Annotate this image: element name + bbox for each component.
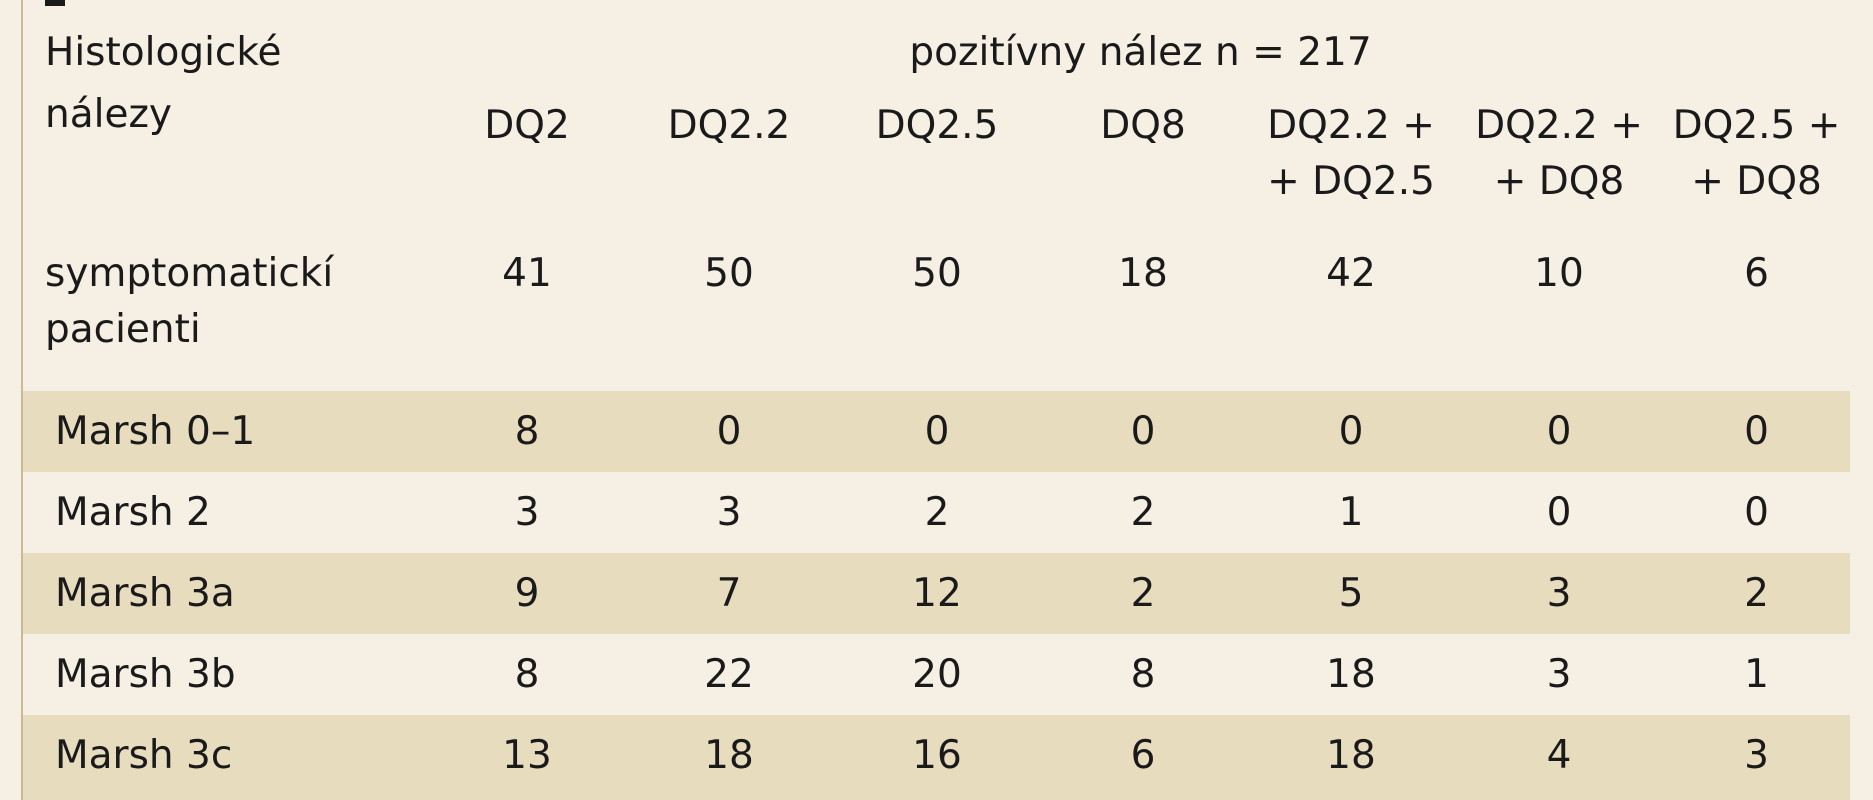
table-cell: 5 bbox=[1247, 553, 1455, 634]
summary-row: symptomatickí pacienti 41 50 50 18 42 10… bbox=[23, 228, 1850, 391]
table-row: Marsh 3c 13 18 16 6 18 4 3 bbox=[23, 715, 1851, 796]
column-header-dq2-2: DQ2.2 bbox=[623, 88, 835, 228]
row-label: Marsh 3c bbox=[23, 715, 431, 796]
column-header-line2: + DQ8 bbox=[1493, 159, 1625, 204]
histology-table: Histologické nálezy pozitívny nález n = … bbox=[23, 18, 1851, 796]
table-cell: 3 bbox=[716, 490, 742, 535]
row-label-header: Histologické nálezy bbox=[23, 18, 431, 228]
row-label: Marsh 2 bbox=[55, 490, 211, 535]
column-header-line1: DQ8 bbox=[1100, 103, 1186, 148]
table-cell: 0 bbox=[1663, 391, 1851, 472]
column-header-line1: DQ2 bbox=[484, 103, 570, 148]
table-cell: 4 bbox=[1455, 715, 1663, 796]
table-cell: 6 bbox=[1039, 715, 1247, 796]
table-cell: 13 bbox=[431, 715, 623, 796]
row-label-header-line2: nálezy bbox=[45, 92, 172, 137]
column-header-dq8: DQ8 bbox=[1039, 88, 1247, 228]
column-header-line1: DQ2.2 bbox=[667, 103, 791, 148]
table-cell: 0 bbox=[1744, 490, 1769, 535]
table-cell: 18 bbox=[623, 715, 835, 796]
row-label: Marsh 3a bbox=[23, 553, 431, 634]
summary-cell: 41 bbox=[502, 251, 552, 296]
summary-cell: 50 bbox=[912, 251, 962, 296]
table-cell: 18 bbox=[1247, 715, 1455, 796]
header-row-group: Histologické nálezy pozitívny nález n = … bbox=[23, 18, 1850, 137]
table-bottom-strip bbox=[23, 786, 1850, 800]
summary-cell: 6 bbox=[1744, 251, 1769, 296]
top-edge-mark bbox=[45, 0, 65, 6]
summary-label-line1: symptomatickí bbox=[45, 251, 334, 296]
column-header-dq2-2-dq2-5: DQ2.2 + + DQ2.5 bbox=[1247, 88, 1455, 228]
column-header-dq2-5: DQ2.5 bbox=[835, 88, 1039, 228]
table-cell: 3 bbox=[1546, 652, 1572, 697]
row-label: Marsh 0–1 bbox=[23, 391, 431, 472]
table-row: Marsh 2 3 3 2 2 1 0 0 bbox=[23, 472, 1850, 553]
table-row: Marsh 3b 8 22 20 8 18 3 1 bbox=[23, 634, 1850, 715]
table-cell: 1 bbox=[1338, 490, 1364, 535]
summary-cell: 10 bbox=[1534, 251, 1584, 296]
table-cell: 0 bbox=[1546, 490, 1572, 535]
table-cell: 0 bbox=[1455, 391, 1663, 472]
left-border-rule bbox=[21, 0, 23, 800]
table-cell: 1 bbox=[1744, 652, 1769, 697]
table-cell: 0 bbox=[623, 391, 835, 472]
table-cell: 3 bbox=[514, 490, 540, 535]
column-header-line1: DQ2.5 + bbox=[1672, 103, 1841, 148]
table-cell: 22 bbox=[704, 652, 754, 697]
row-label-header-line1: Histologické bbox=[45, 30, 282, 75]
summary-cell: 42 bbox=[1326, 251, 1376, 296]
table-cell: 8 bbox=[431, 391, 623, 472]
table-cell: 3 bbox=[1455, 553, 1663, 634]
table-cell: 0 bbox=[1039, 391, 1247, 472]
table-cell: 12 bbox=[835, 553, 1039, 634]
table-row: Marsh 0–1 8 0 0 0 0 0 0 bbox=[23, 391, 1851, 472]
column-header-dq2-2-dq8: DQ2.2 + + DQ8 bbox=[1455, 88, 1663, 228]
table-cell: 2 bbox=[1039, 553, 1247, 634]
group-title: pozitívny nález n = 217 bbox=[909, 30, 1372, 75]
column-header-line1: DQ2.2 + bbox=[1267, 103, 1435, 148]
column-header-line2: + DQ8 bbox=[1691, 159, 1822, 204]
header-row-columns: DQ2 DQ2.2 DQ2.5 DQ8 DQ2.2 + + DQ2.5 DQ2.… bbox=[23, 88, 1850, 228]
table-cell: 8 bbox=[1130, 652, 1156, 697]
table-row: Marsh 3a 9 7 12 2 5 3 2 bbox=[23, 553, 1851, 634]
table-cell: 7 bbox=[623, 553, 835, 634]
summary-row-label: symptomatickí pacienti bbox=[23, 228, 431, 391]
table-cell: 9 bbox=[431, 553, 623, 634]
table-cell: 2 bbox=[1130, 490, 1156, 535]
summary-cell: 18 bbox=[1118, 251, 1168, 296]
column-header-line1: DQ2.5 bbox=[875, 103, 999, 148]
column-header-line1: DQ2.2 + bbox=[1475, 103, 1643, 148]
table-cell: 3 bbox=[1663, 715, 1851, 796]
column-header-dq2: DQ2 bbox=[431, 88, 623, 228]
table-cell: 16 bbox=[835, 715, 1039, 796]
summary-label-line2: pacienti bbox=[45, 307, 201, 352]
column-header-dq2-5-dq8: DQ2.5 + + DQ8 bbox=[1663, 88, 1850, 228]
table-cell: 2 bbox=[1663, 553, 1851, 634]
table-cell: 0 bbox=[1247, 391, 1455, 472]
table-cell: 18 bbox=[1326, 652, 1376, 697]
row-label: Marsh 3b bbox=[55, 652, 236, 697]
column-header-line2: + DQ2.5 bbox=[1267, 159, 1435, 204]
table-cell: 2 bbox=[924, 490, 950, 535]
summary-cell: 50 bbox=[704, 251, 754, 296]
table-cell: 8 bbox=[514, 652, 540, 697]
table-cell: 0 bbox=[835, 391, 1039, 472]
table-cell: 20 bbox=[912, 652, 962, 697]
